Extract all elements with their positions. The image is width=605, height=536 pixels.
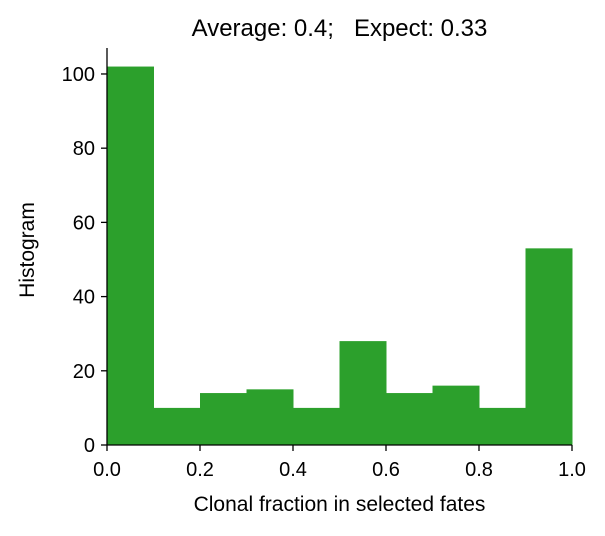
- x-tick-label: 0.6: [372, 459, 400, 481]
- histogram-bar: [386, 393, 433, 445]
- x-axis-label: Clonal fraction in selected fates: [194, 493, 486, 516]
- y-tick-label: 100: [62, 64, 95, 86]
- y-axis-label: Histogram: [16, 202, 39, 298]
- x-tick-label: 0.8: [465, 459, 493, 481]
- x-ticks-group: 0.0 0.2 0.4 0.6 0.8 1.0: [93, 445, 586, 481]
- histogram-bar: [246, 389, 294, 445]
- histogram-bar: [432, 385, 480, 445]
- histogram-bar: [339, 341, 387, 445]
- y-tick-label: 20: [73, 361, 95, 383]
- axes-group: [106, 48, 572, 446]
- x-tick-label: 0.0: [93, 459, 121, 481]
- x-tick-label: 0.2: [186, 459, 214, 481]
- chart-title: Average: 0.4; Expect: 0.33: [192, 15, 488, 42]
- histogram-bar: [293, 407, 340, 445]
- histogram-bar: [153, 407, 201, 445]
- y-tick-label: 40: [73, 287, 95, 309]
- y-tick-label: 0: [84, 435, 95, 457]
- histogram-bar: [479, 407, 526, 445]
- x-tick-label: 0.4: [279, 459, 307, 481]
- histogram-bar: [525, 248, 573, 445]
- y-tick-label: 80: [73, 138, 95, 160]
- histogram-bar: [107, 66, 154, 446]
- y-ticks-group: 0 20 40 60 80 100: [62, 64, 107, 457]
- bars-group: [107, 66, 573, 446]
- y-tick-label: 60: [73, 212, 95, 234]
- histogram-bar: [200, 393, 247, 445]
- x-tick-label: 1.0: [558, 459, 586, 481]
